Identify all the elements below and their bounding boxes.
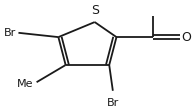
Text: S: S xyxy=(91,4,99,17)
Text: O: O xyxy=(181,31,191,44)
Text: Br: Br xyxy=(107,98,119,108)
Text: Br: Br xyxy=(3,28,16,38)
Text: Me: Me xyxy=(17,79,34,89)
